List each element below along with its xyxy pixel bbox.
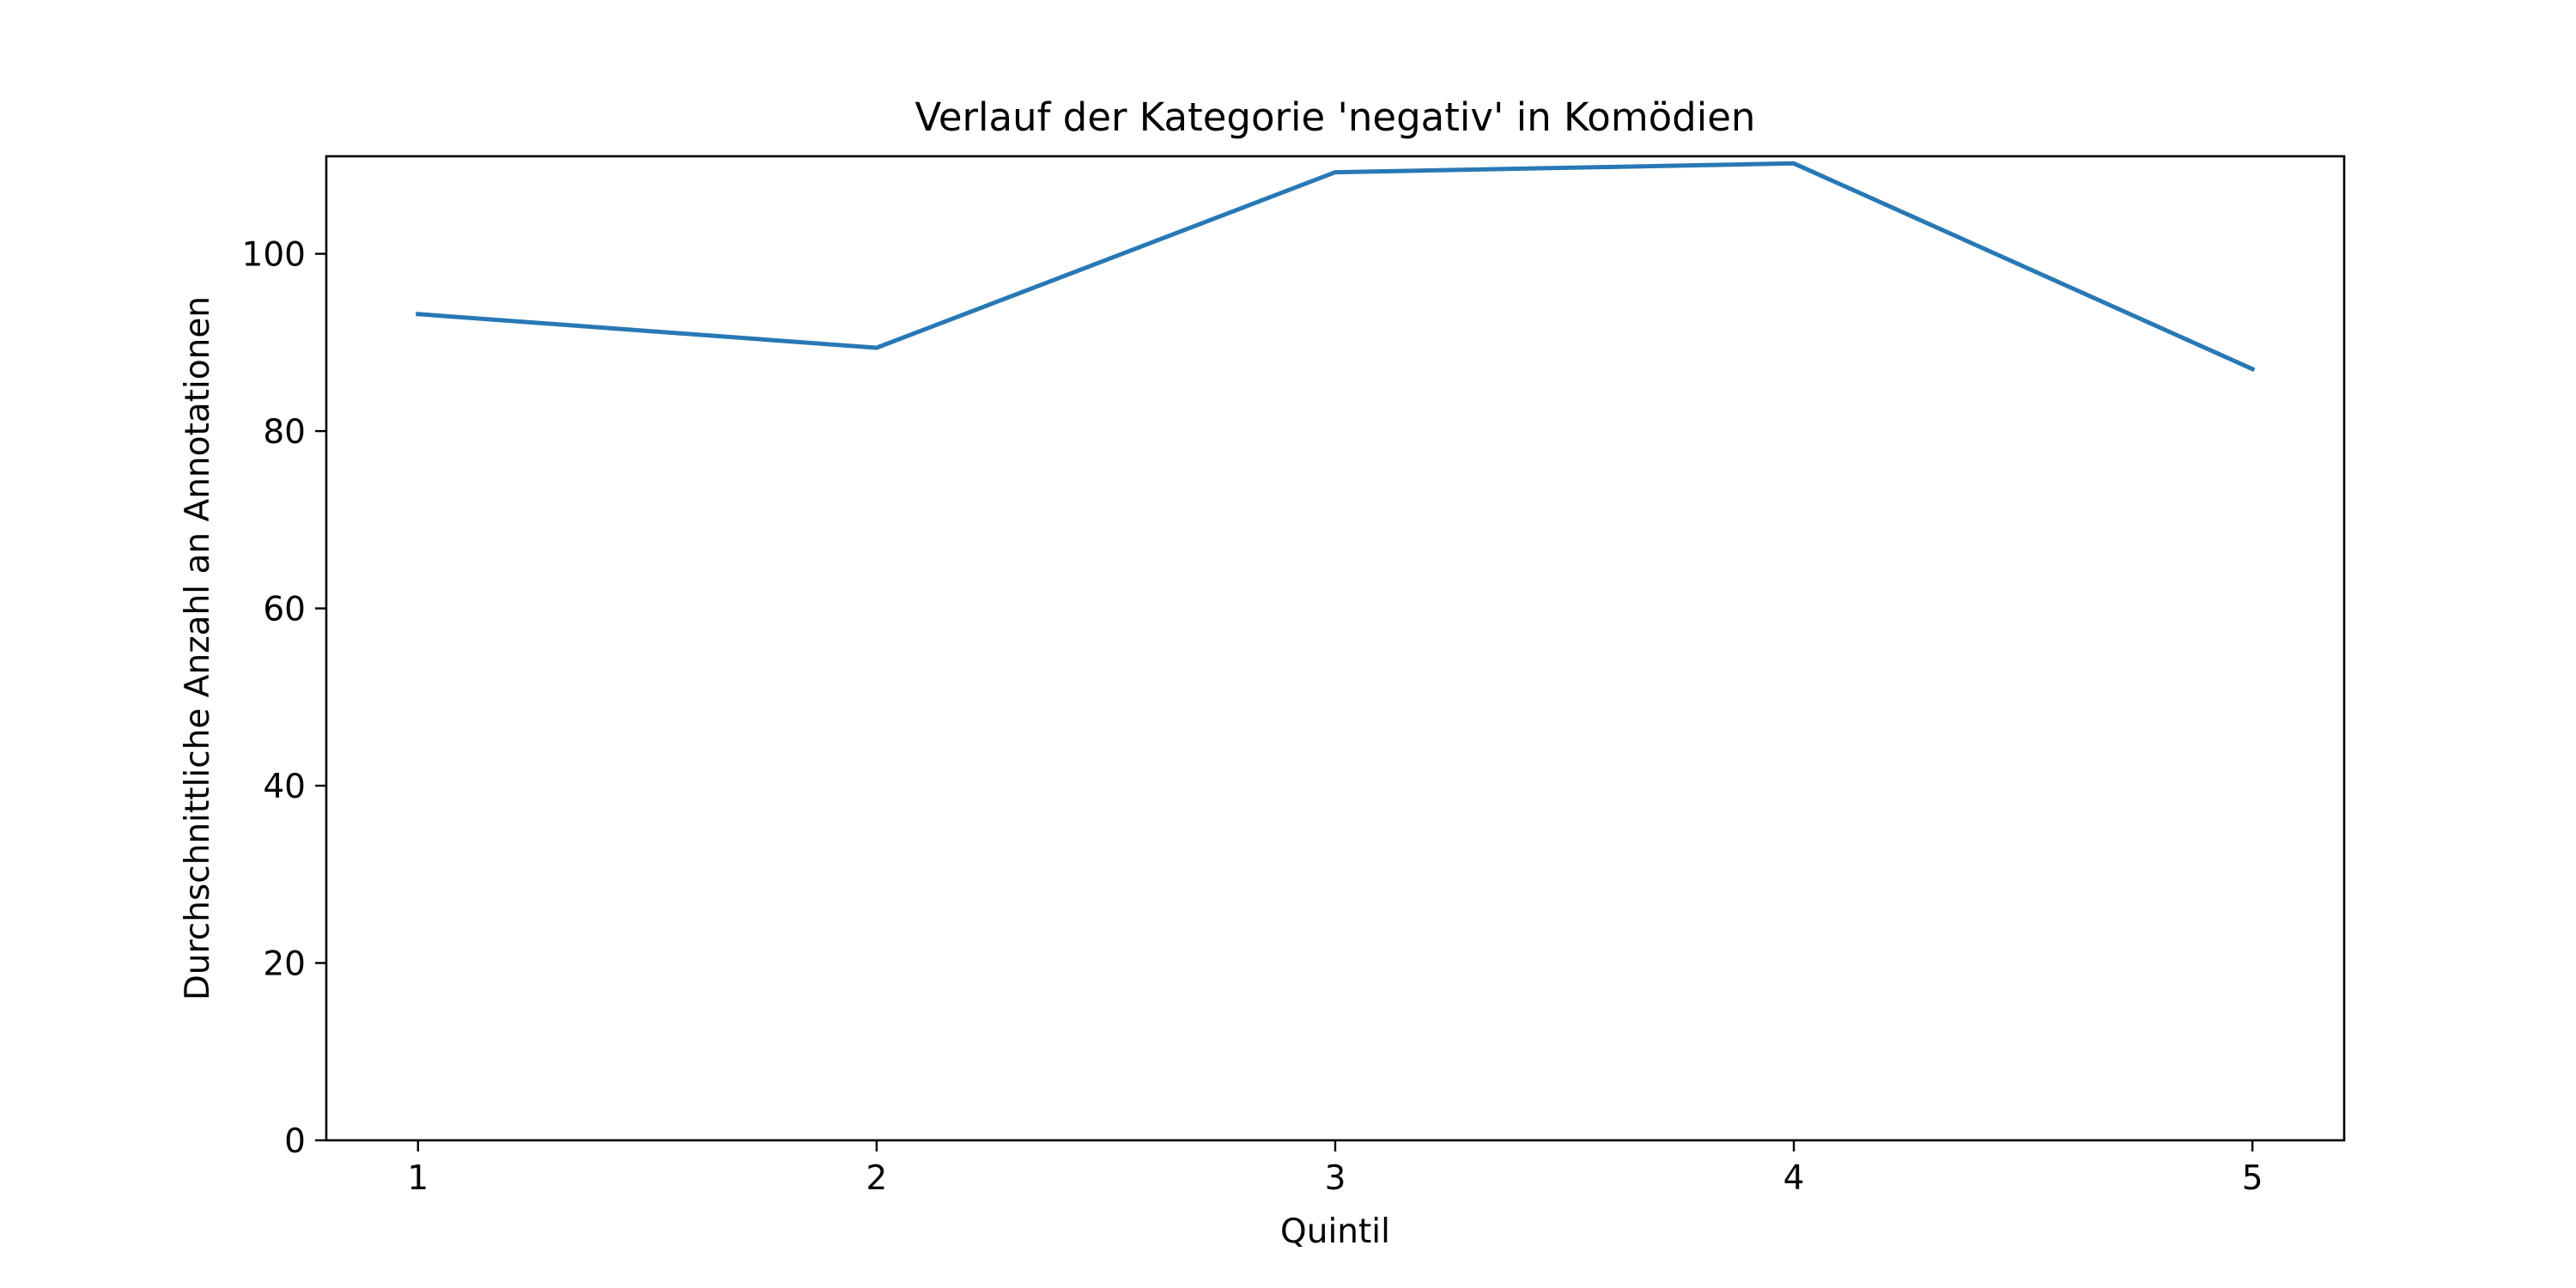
y-axis-label: Durchschnittliche Anzahl an Annotationen: [179, 296, 217, 1000]
plot-area: 0 20 40 60 80 100 1 2 3 4 5: [242, 161, 2263, 1198]
y-tick-label: 40: [263, 768, 306, 806]
plot-frame: [325, 155, 2346, 1142]
y-tick-label: 80: [263, 413, 306, 452]
x-tick-label: 5: [2242, 1159, 2263, 1198]
x-tick-label: 1: [407, 1159, 428, 1198]
x-axis-label: Quintil: [1280, 1212, 1390, 1251]
series-line-1: [416, 161, 2256, 373]
y-tick-label: 100: [242, 236, 306, 275]
x-tick-label: 2: [866, 1159, 887, 1198]
chart-title: Verlauf der Kategorie 'negativ' in Komöd…: [915, 94, 1756, 140]
x-tick-label: 3: [1325, 1159, 1346, 1198]
y-tick-label: 20: [263, 945, 306, 984]
x-tick-label: 4: [1783, 1159, 1805, 1198]
y-tick-label: 60: [263, 591, 306, 629]
y-tick-label: 0: [284, 1122, 306, 1161]
